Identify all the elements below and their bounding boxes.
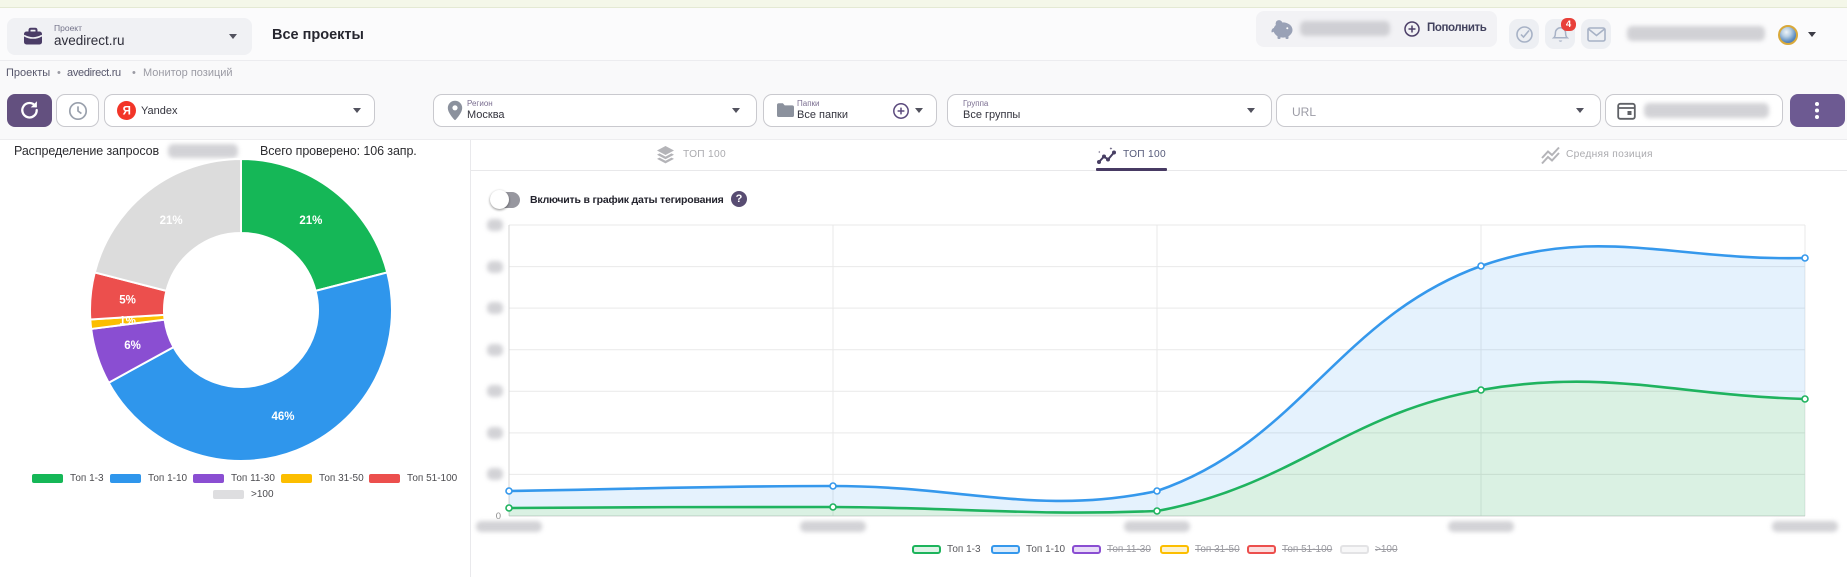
svg-text:6%: 6%	[124, 340, 141, 352]
svg-text:21%: 21%	[160, 215, 183, 227]
svg-text:Я: Я	[123, 106, 131, 118]
svg-text:0: 0	[496, 511, 501, 522]
svg-text:1%: 1%	[119, 316, 136, 328]
svg-text:5%: 5%	[119, 294, 136, 306]
svg-text:21%: 21%	[299, 215, 322, 227]
svg-text:46%: 46%	[271, 411, 294, 423]
